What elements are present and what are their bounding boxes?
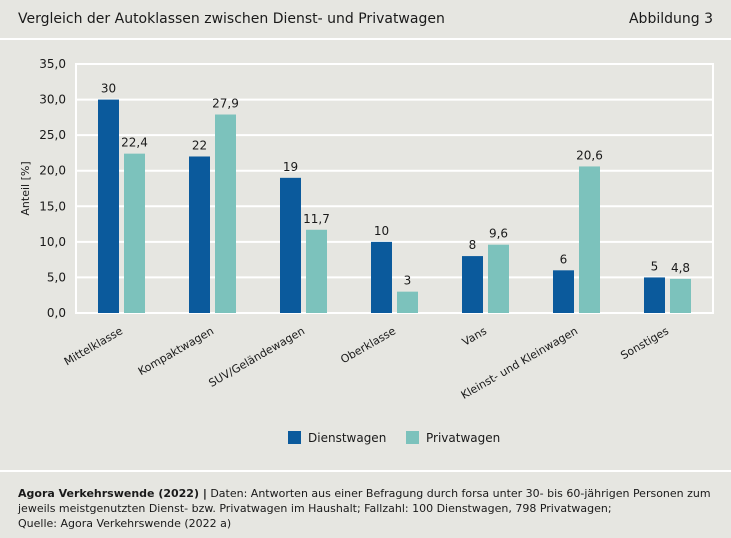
data-label: 6 [560,252,568,266]
bar-privatwagen [488,244,509,313]
y-tick-label: 25,0 [39,128,66,142]
x-tick-label: Oberklasse [338,324,398,366]
data-label: 19 [283,160,298,174]
y-tick-label: 5,0 [47,270,66,284]
bar-privatwagen [124,153,145,313]
data-label: 20,6 [576,148,603,162]
bar-dienstwagen [280,177,301,313]
chart-title: Vergleich der Autoklassen zwischen Diens… [18,11,445,27]
source-label: Agora Verkehrswende (2022) | [18,487,207,500]
y-tick-label: 35,0 [39,57,66,71]
plot-border [75,63,714,314]
x-tick-label: SUV/Geländewagen [206,324,307,390]
data-label: 10 [374,224,389,238]
bar-dienstwagen [553,270,574,313]
data-label: 22 [192,138,207,152]
chart-footer: Agora Verkehrswende (2022) | Daten: Antw… [0,470,731,538]
legend-dienstwagen-swatch [288,431,301,444]
y-tick-label: 0,0 [47,306,66,320]
legend-privatwagen-swatch [406,431,419,444]
x-tick-label: Mittelklasse [62,324,125,368]
data-label: 30 [101,82,116,96]
grid [75,63,714,314]
source-note: Agora Verkehrswende (2022) | Daten: Antw… [18,486,718,531]
bar-privatwagen [670,278,691,313]
data-label: 11,7 [303,212,330,226]
data-label: 3 [404,274,412,288]
bar-privatwagen [215,114,236,313]
data-label: 27,9 [212,97,239,111]
data-label: 9,6 [489,227,508,241]
bar-dienstwagen [644,277,665,313]
bars [98,99,691,313]
y-tick-label: 20,0 [39,164,66,178]
legend: Dienstwagen Privatwagen [288,431,500,445]
y-tick-label: 15,0 [39,199,66,213]
bar-dienstwagen [189,156,210,313]
bar-dienstwagen [371,241,392,313]
y-tick-label: 30,0 [39,93,66,107]
data-label: 8 [469,238,477,252]
quelle-text: Quelle: Agora Verkehrswende (2022 a) [18,517,232,530]
bar-privatwagen [306,229,327,313]
x-tick-label: Vans [460,324,489,348]
chart-header: Vergleich der Autoklassen zwischen Diens… [0,0,731,40]
bar-privatwagen [397,291,418,313]
legend-dienstwagen-label: Dienstwagen [308,431,386,445]
figure-number: Abbildung 3 [628,11,713,27]
bar-privatwagen [579,166,600,313]
x-tick-label: Sonstiges [618,324,671,362]
data-labels: 30 22,4 22 27,9 19 11,7 10 3 8 9,6 6 20,6 5 4,8 [101,82,690,288]
y-axis-label: Anteil [%] [19,161,32,215]
bar-dienstwagen [98,99,119,313]
data-label: 22,4 [121,136,148,150]
data-label: 5 [651,259,659,273]
y-tick-label: 10,0 [39,235,66,249]
legend-privatwagen-label: Privatwagen [426,431,500,445]
data-label: 4,8 [671,261,690,275]
source-text: Daten: Antworten aus einer Befragung dur… [18,487,711,515]
bar-dienstwagen [462,256,483,313]
bar-chart: 30 22,4 22 27,9 19 11,7 10 3 8 9,6 6 20,6 5 4,8 0,0 5,… [19,57,714,445]
x-tick-label: Kompaktwagen [136,324,216,378]
